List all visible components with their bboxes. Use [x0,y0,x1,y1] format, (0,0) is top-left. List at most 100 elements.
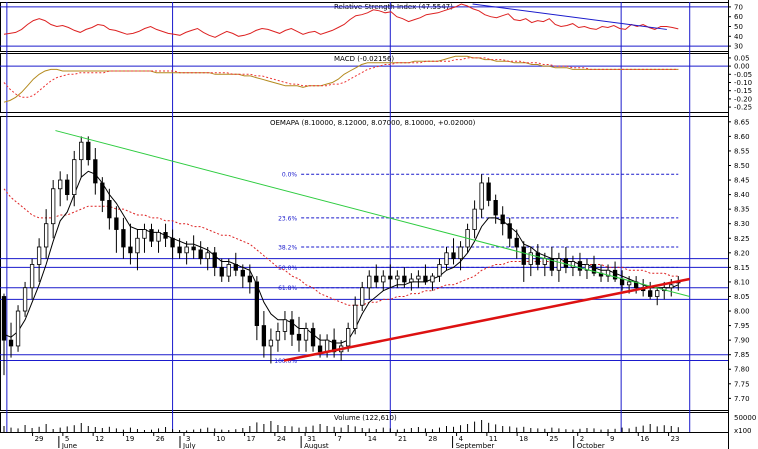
x-tick-label: 25 [549,435,558,443]
candle [430,275,435,283]
candle [648,290,653,297]
price-tick-label: 7.90 [734,337,750,345]
rsi-pane: Relative Strength Index (47.5547) [0,3,728,47]
candle [22,287,28,312]
candle [191,246,196,251]
candle [360,287,365,306]
candle [423,275,428,283]
candle [79,141,84,161]
x-tick-label: 26 [156,435,165,443]
candle [289,319,295,335]
volume-pane: Volume (122,610) [3,414,679,432]
support-trendline [283,277,690,362]
candle [542,258,547,265]
rsi-tick-label: 70 [734,3,743,11]
x-tick-label: 2 [580,435,584,443]
candle [655,290,660,297]
candle [226,264,231,277]
x-tick-label: 12 [95,435,104,443]
candle [114,217,119,230]
candle [268,339,274,347]
month-label: August [304,442,329,449]
x-tick-label: 19 [125,435,134,443]
candle [402,275,407,283]
fib-label: 50.0% [278,265,297,272]
candle [296,333,302,341]
candle [163,232,168,239]
rsi-tick-label: 50 [734,23,743,31]
candle [612,269,618,280]
candle [36,246,42,265]
candle [240,269,245,277]
price-tick-label: 8.60 [734,133,750,141]
candle [507,223,512,239]
candle [205,252,210,260]
candle [8,339,14,347]
x-tick-label: 5 [65,435,69,443]
candle [626,281,632,286]
candle [121,229,126,248]
fib-label: 100.0% [274,358,297,365]
candle [43,223,49,248]
x-tick-label: 7 [337,435,341,443]
candle [409,278,414,283]
candle [669,284,674,289]
macd-title: MACD (-0.02156) [334,55,394,63]
month-label: July [182,442,196,449]
price-tick-label: 7.85 [734,351,750,359]
ema-long-line [3,188,679,306]
x-tick-label: 11 [489,435,498,443]
candle [381,275,386,283]
candle [282,319,288,332]
candle [444,252,449,265]
candle [1,296,7,341]
candle [570,261,576,268]
x-tick-label: 23 [671,435,680,443]
candle [233,264,238,271]
x-tick-label: 28 [428,435,437,443]
macd-tick-label: -0.10 [734,79,752,87]
candle [605,269,611,277]
volume-unit-label: x100 [734,427,752,435]
x-tick-label: 29 [35,435,44,443]
price-tick-label: 8.35 [734,206,750,214]
candle [29,264,35,289]
macd-signal-line [3,57,679,98]
candle [303,328,309,341]
resistance-trendline [55,130,690,297]
month-label: September [456,442,495,449]
candle [633,281,639,289]
month-label: October [577,442,605,449]
price-tick-label: 8.45 [734,177,750,185]
fib-label: 61.8% [278,285,297,292]
candle [584,264,590,271]
candle [331,339,337,353]
candle [346,328,351,347]
rsi-trendline [472,3,667,30]
price-tick-label: 8.20 [734,249,750,257]
candle [535,252,540,265]
candle [15,310,21,347]
y-axis-labels: 70 60 50 40 30 0.050.00-0.05-0.10-0.15-0.20-0… [728,3,756,435]
candle [198,249,203,260]
candle [324,339,330,353]
candle [563,258,569,268]
x-tick-label: 3 [186,435,190,443]
candle [107,200,112,219]
price-tick-label: 8.10 [734,278,750,286]
candle [184,246,189,254]
candle [500,214,505,225]
candle [247,275,252,283]
fib-label: 0.0% [282,172,298,179]
price-pane: OEMAPA (8.10000, 8.12000, 8.07000, 8.100… [0,119,728,376]
candle [577,261,583,271]
price-tick-label: 7.80 [734,366,750,374]
price-tick-label: 8.25 [734,235,750,243]
candle [310,328,316,347]
candle [437,264,442,277]
candle [486,182,491,201]
candle [142,229,147,239]
candle [254,281,260,326]
price-frame [0,116,729,411]
candle [591,264,597,274]
